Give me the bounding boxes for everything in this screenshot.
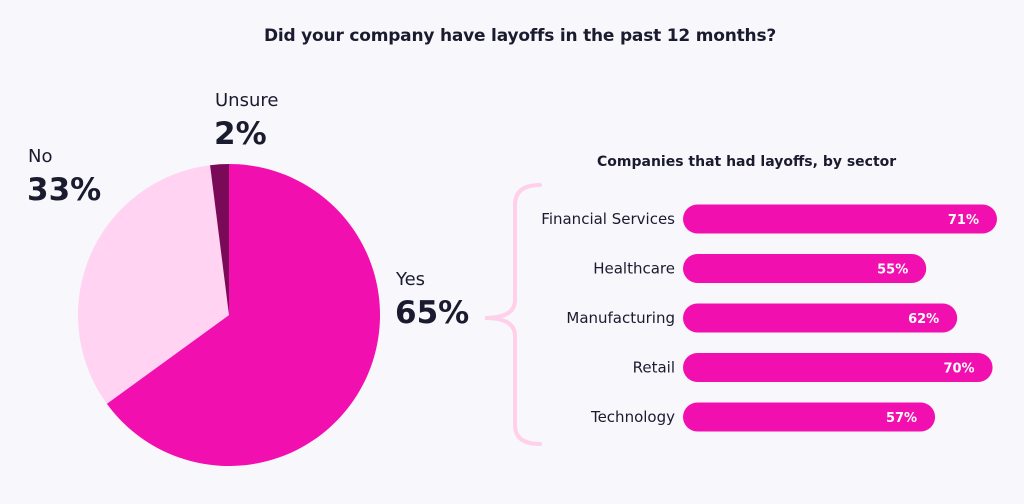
bar-value-label: 55% bbox=[877, 263, 908, 278]
bar-financial-services bbox=[683, 204, 997, 234]
bar-category-label: Financial Services bbox=[541, 210, 675, 228]
bar-category-label: Retail bbox=[633, 359, 675, 377]
pie-label-unsure: Unsure bbox=[215, 90, 279, 111]
pie-value-no: 33% bbox=[27, 172, 102, 208]
pie-label-yes: Yes bbox=[396, 269, 426, 290]
bar-retail bbox=[683, 353, 993, 382]
bar-healthcare bbox=[683, 254, 927, 283]
bar-category-label: Manufacturing bbox=[566, 309, 675, 327]
bar-value-label: 62% bbox=[908, 312, 939, 327]
pie-label-no: No bbox=[28, 146, 53, 167]
bar-category-label: Healthcare bbox=[593, 260, 675, 278]
curly-brace bbox=[484, 183, 542, 446]
pie-slice-yes bbox=[106, 164, 380, 467]
bar-manufacturing bbox=[683, 303, 958, 333]
bar-chart-title: Companies that had layoffs, by sector bbox=[597, 154, 897, 170]
pie-slice-unsure bbox=[210, 164, 229, 315]
pie-slice-no bbox=[77, 165, 229, 404]
pie-value-unsure: 2% bbox=[214, 116, 267, 152]
bar-category-label: Technology bbox=[590, 408, 675, 426]
bar-technology bbox=[683, 402, 936, 432]
pie-value-yes: 65% bbox=[395, 295, 470, 331]
bar-value-label: 70% bbox=[943, 362, 974, 377]
bar-value-label: 71% bbox=[948, 213, 979, 228]
bar-value-label: 57% bbox=[886, 411, 917, 426]
chart-title: Did your company have layoffs in the pas… bbox=[263, 26, 777, 46]
